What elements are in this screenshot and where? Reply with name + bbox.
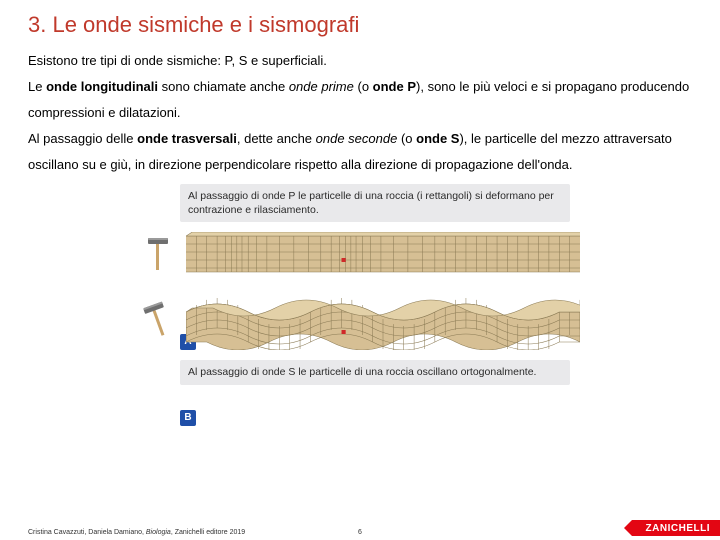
footer-page-number: 6: [340, 529, 380, 536]
hammer-icon: [140, 234, 180, 274]
figure-area: Al passaggio di onde P le particelle di …: [140, 184, 580, 385]
p-wave-block: [186, 232, 580, 276]
footer-credit: Cristina Cavazzuti, Daniela Damiano, Bio…: [0, 529, 340, 536]
wave-row-p: [140, 228, 580, 280]
hammer-icon: [140, 300, 180, 340]
brand-logo: ZANICHELLI: [632, 520, 720, 536]
caption-bottom: Al passaggio di onde S le particelle di …: [180, 360, 570, 384]
caption-top: Al passaggio di onde P le particelle di …: [180, 184, 570, 222]
body-paragraph: Esistono tre tipi di onde sismiche: P, S…: [28, 48, 692, 178]
s-wave-block: [186, 290, 580, 350]
footer: Cristina Cavazzuti, Daniela Damiano, Bio…: [0, 529, 720, 536]
label-b-badge: B: [180, 410, 196, 426]
slide-title: 3. Le onde sismiche e i sismografi: [28, 12, 692, 38]
wave-row-s: [140, 288, 580, 352]
